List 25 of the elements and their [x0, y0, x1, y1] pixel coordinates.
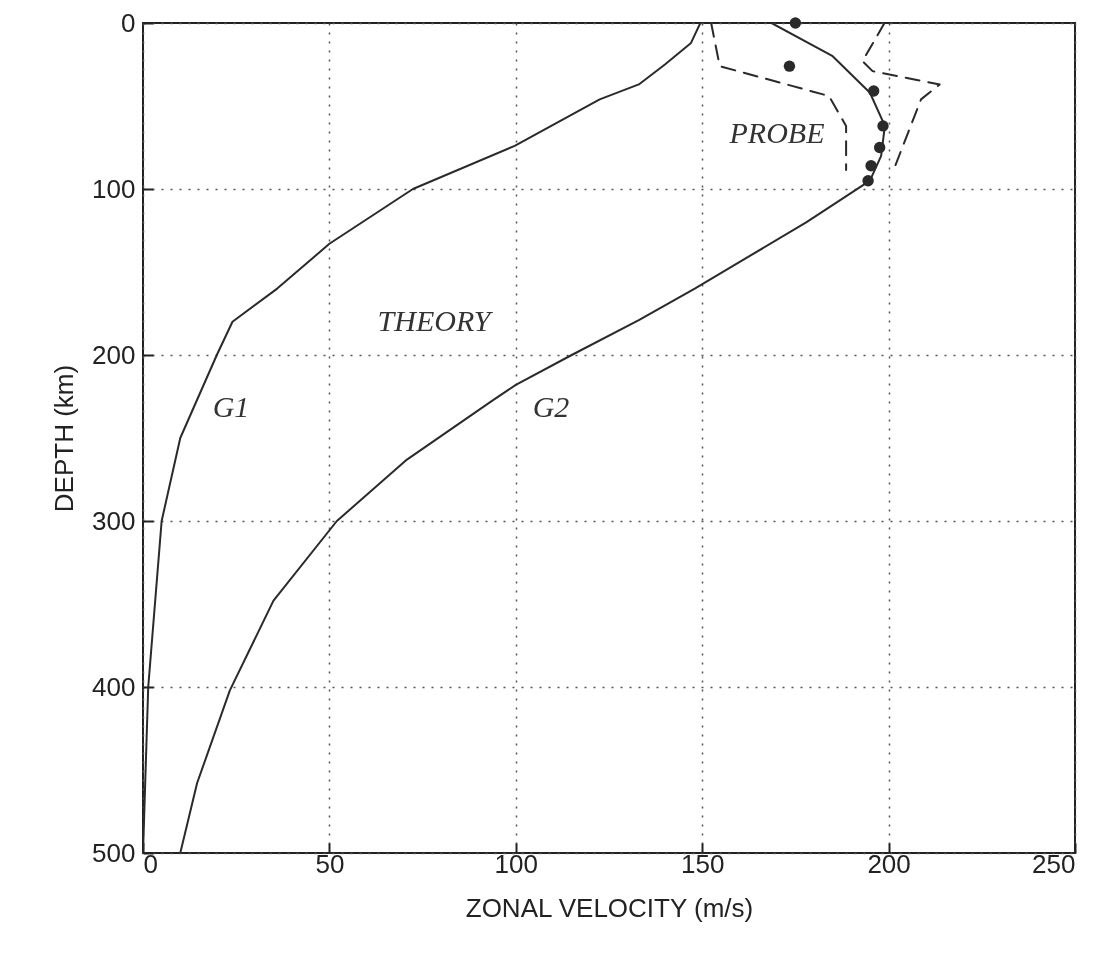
point [789, 17, 802, 29]
y-tick-label: 100 [92, 173, 136, 204]
annotation: THEORY [377, 304, 494, 337]
point [877, 120, 889, 132]
x-tick-label: 150 [681, 848, 725, 879]
y-tick-label: 0 [121, 7, 136, 38]
series-label: G1 [212, 390, 250, 423]
x-tick-label: 100 [494, 848, 538, 879]
x-tick-label: 250 [1032, 848, 1076, 879]
y-axis-title: DEPTH (km) [49, 364, 80, 513]
x-tick-label: 200 [867, 848, 911, 879]
x-tick-label: 0 [143, 848, 158, 879]
point [865, 160, 877, 172]
x-axis-title: ZONAL VELOCITY (m/s) [465, 892, 754, 923]
y-tick-label: 400 [92, 671, 136, 702]
y-tick-label: 300 [92, 505, 136, 536]
series-label: G2 [532, 390, 570, 423]
y-tick-label: 200 [92, 339, 136, 370]
point [862, 175, 874, 187]
annotation: PROBE [728, 116, 825, 149]
point [783, 60, 796, 72]
point [867, 85, 880, 97]
x-tick-label: 50 [315, 848, 345, 879]
point [873, 141, 886, 154]
y-tick-label: 500 [92, 837, 136, 868]
